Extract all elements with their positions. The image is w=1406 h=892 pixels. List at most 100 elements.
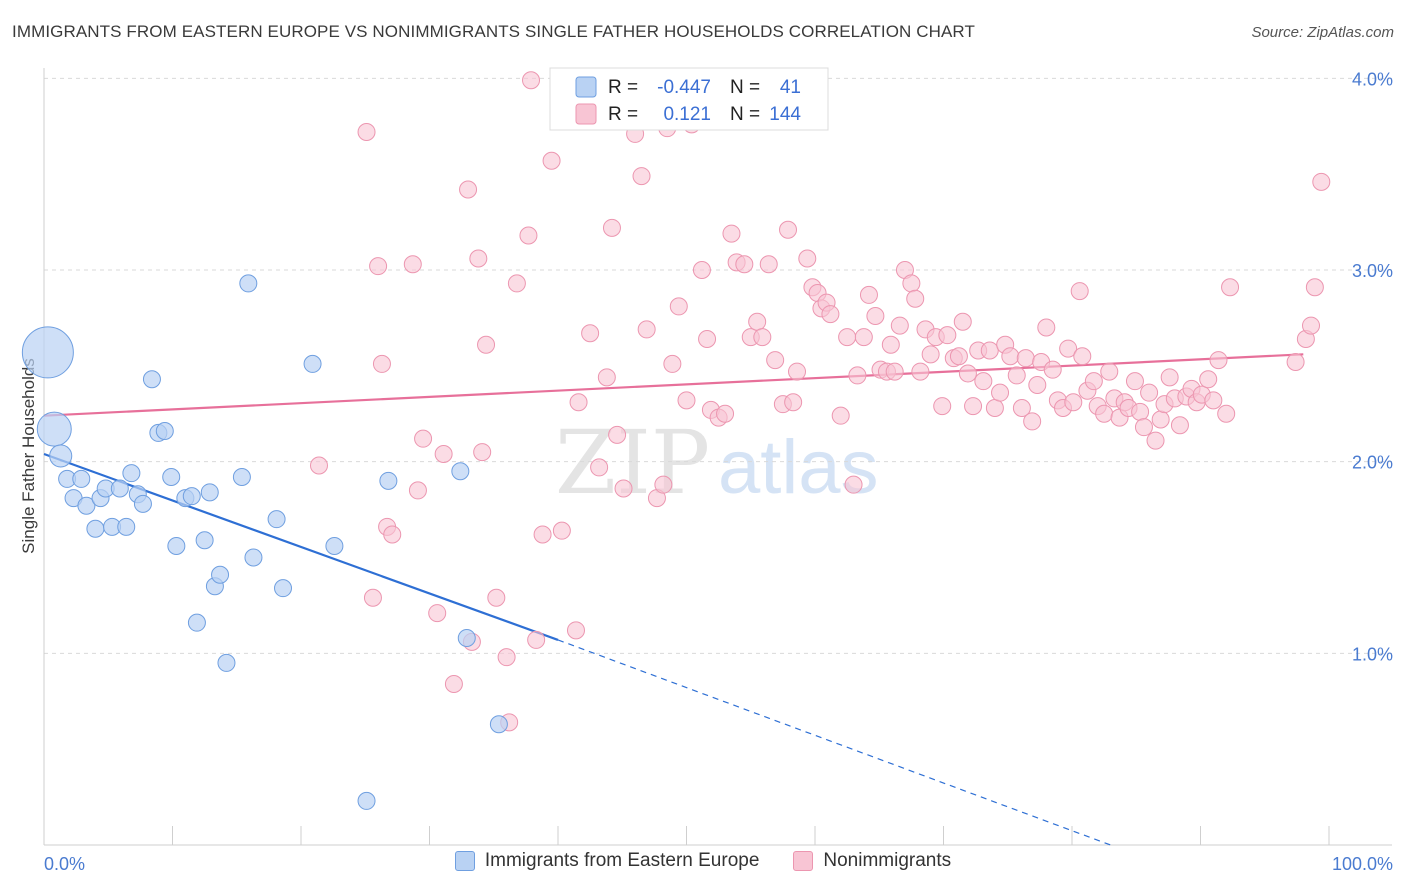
trend-line-eastern-europe [43,452,559,641]
legend-label-eastern-europe: Immigrants from Eastern Europe [484,850,760,871]
stats-n-label-2: N = [730,104,760,125]
nonimmigrants-point-140 [1204,391,1223,410]
nonimmigrants-point-19 [497,648,516,667]
nonimmigrants-point-25 [533,525,552,544]
nonimmigrants-point-103 [1012,399,1031,417]
nonimmigrants-point-98 [985,399,1004,417]
x-tick-labels: 0.0% 100.0% [44,854,1393,874]
eastern-europe-point-2 [49,444,73,468]
nonimmigrants-point-68 [821,305,840,324]
watermark-zip: ZIP [555,411,710,514]
eastern-europe-point-5 [72,469,91,488]
nonimmigrants-point-16 [473,443,492,462]
nonimmigrants-point-147 [1305,278,1324,297]
eastern-europe-point-24 [195,531,214,550]
trend-line-eastern-europe-extension [557,639,1111,846]
nonimmigrants-point-58 [766,351,785,370]
nonimmigrants-point-108 [1037,318,1056,337]
eastern-europe-point-16 [142,370,161,389]
nonimmigrants-point-33 [602,218,621,237]
nonimmigrants-point-126 [1131,402,1150,421]
nonimmigrants-point-43 [669,297,688,316]
nonimmigrants-point-74 [859,285,878,304]
nonimmigrants-point-84 [911,362,930,381]
eastern-europe-points [21,274,508,810]
nonimmigrants-point-9 [414,429,433,448]
nonimmigrants-point-113 [1064,393,1083,412]
nonimmigrants-point-72 [848,366,867,385]
nonimmigrants-point-1 [357,123,376,141]
eastern-europe-point-12 [117,517,136,536]
stats-legend: R = -0.447 N = 41 R = 0.121 N = 144 [549,67,829,131]
stats-n-value-2: 144 [769,104,801,125]
nonimmigrants-point-97 [980,341,999,360]
stats-n-label-1: N = [730,77,760,98]
nonimmigrants-point-62 [788,362,807,381]
y-axis-label: Single Father Households [19,358,38,554]
nonimmigrants-point-80 [890,316,909,335]
eastern-europe-point-27 [211,565,230,584]
nonimmigrants-point-141 [1209,351,1228,370]
legend-swatch-blue [454,851,475,871]
trend-line-nonimmigrants [43,353,1304,417]
nonimmigrants-point-132 [1160,368,1179,387]
nonimmigrants-point-78 [881,335,900,354]
watermark-atlas: atlas [718,425,879,510]
nonimmigrants-point-128 [1140,383,1159,402]
nonimmigrants-point-139 [1199,370,1218,389]
eastern-europe-point-18 [155,422,174,440]
nonimmigrants-point-60 [779,220,798,239]
nonimmigrants-point-69 [831,406,850,425]
nonimmigrants-point-37 [632,167,651,186]
nonimmigrants-point-2 [363,588,382,607]
chart-title: IMMIGRANTS FROM EASTERN EUROPE VS NONIMM… [12,22,975,41]
nonimmigrants-point-27 [552,521,571,540]
nonimmigrants-point-75 [866,307,885,325]
eastern-europe-point-39 [457,629,476,647]
nonimmigrants-point-18 [487,588,506,607]
y-tick-label-3: 4.0% [1352,69,1393,89]
nonimmigrants-point-8 [408,481,427,500]
eastern-europe-point-37 [379,471,398,490]
nonimmigrants-point-10 [428,604,447,623]
nonimmigrants-point-24 [527,630,546,649]
watermark: ZIP atlas [555,411,879,514]
nonimmigrants-point-44 [677,391,696,410]
eastern-europe-point-25 [200,483,219,502]
eastern-europe-point-30 [239,274,258,293]
nonimmigrants-point-127 [1134,418,1153,437]
nonimmigrants-point-115 [1073,347,1092,366]
eastern-europe-point-13 [122,464,141,483]
nonimmigrants-point-92 [953,312,972,331]
eastern-europe-point-11 [110,479,129,498]
nonimmigrants-point-73 [854,328,873,347]
nonimmigrants-point-35 [614,479,633,498]
nonimmigrants-point-15 [469,249,488,268]
nonimmigrants-point-11 [434,445,453,463]
nonimmigrants-point-109 [1043,360,1062,379]
eastern-europe-point-38 [451,462,470,481]
legend-item-nonimmigrants: Nonimmigrants [793,850,951,872]
nonimmigrants-point-120 [1100,362,1119,381]
nonimmigrants-point-50 [716,404,735,423]
nonimmigrants-point-7 [403,255,422,274]
nonimmigrants-point-86 [921,345,940,364]
nonimmigrants-point-55 [748,312,767,331]
nonimmigrants-point-31 [590,458,609,477]
nonimmigrants-point-79 [885,362,904,381]
eastern-europe-point-40 [489,715,508,734]
stats-r-label-2: R = [608,104,638,125]
eastern-europe-point-34 [303,354,322,373]
nonimmigrants-point-148 [1312,172,1331,191]
nonimmigrants-point-144 [1286,353,1305,371]
nonimmigrants-point-83 [906,289,925,308]
eastern-europe-point-1 [36,411,72,447]
stats-swatch-blue [575,76,597,98]
nonimmigrants-point-130 [1151,410,1170,429]
nonimmigrants-point-71 [844,475,863,494]
nonimmigrants-point-38 [637,320,656,339]
nonimmigrants-point-56 [753,328,772,347]
eastern-europe-point-15 [133,494,152,513]
eastern-europe-point-35 [325,537,344,555]
